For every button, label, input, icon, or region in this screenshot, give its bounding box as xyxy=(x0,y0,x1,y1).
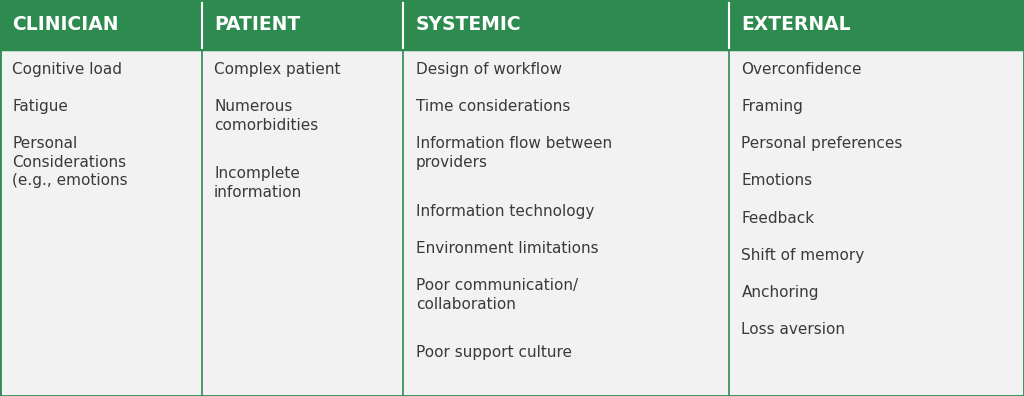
Text: Loss aversion: Loss aversion xyxy=(741,322,846,337)
Text: SYSTEMIC: SYSTEMIC xyxy=(416,15,521,34)
Text: Fatigue: Fatigue xyxy=(12,99,69,114)
Text: CLINICIAN: CLINICIAN xyxy=(12,15,119,34)
Text: Framing: Framing xyxy=(741,99,803,114)
Text: Poor communication/
collaboration: Poor communication/ collaboration xyxy=(416,278,578,312)
Text: Overconfidence: Overconfidence xyxy=(741,62,862,77)
Text: Shift of memory: Shift of memory xyxy=(741,248,864,263)
Text: Poor support culture: Poor support culture xyxy=(416,345,571,360)
Text: Anchoring: Anchoring xyxy=(741,285,819,300)
Text: Incomplete
information: Incomplete information xyxy=(214,166,302,200)
Text: Emotions: Emotions xyxy=(741,173,812,188)
Text: Information technology: Information technology xyxy=(416,204,594,219)
Text: Cognitive load: Cognitive load xyxy=(12,62,122,77)
Text: Time considerations: Time considerations xyxy=(416,99,570,114)
Bar xyxy=(0,0,1024,50)
Text: Personal preferences: Personal preferences xyxy=(741,136,903,151)
Text: Feedback: Feedback xyxy=(741,211,814,226)
Text: Environment limitations: Environment limitations xyxy=(416,241,598,256)
Text: Design of workflow: Design of workflow xyxy=(416,62,562,77)
Text: Numerous
comorbidities: Numerous comorbidities xyxy=(214,99,318,133)
Text: Personal
Considerations
(e.g., emotions: Personal Considerations (e.g., emotions xyxy=(12,136,128,188)
Text: Information flow between
providers: Information flow between providers xyxy=(416,136,612,170)
Text: Complex patient: Complex patient xyxy=(214,62,341,77)
Text: EXTERNAL: EXTERNAL xyxy=(741,15,851,34)
Text: PATIENT: PATIENT xyxy=(214,15,300,34)
